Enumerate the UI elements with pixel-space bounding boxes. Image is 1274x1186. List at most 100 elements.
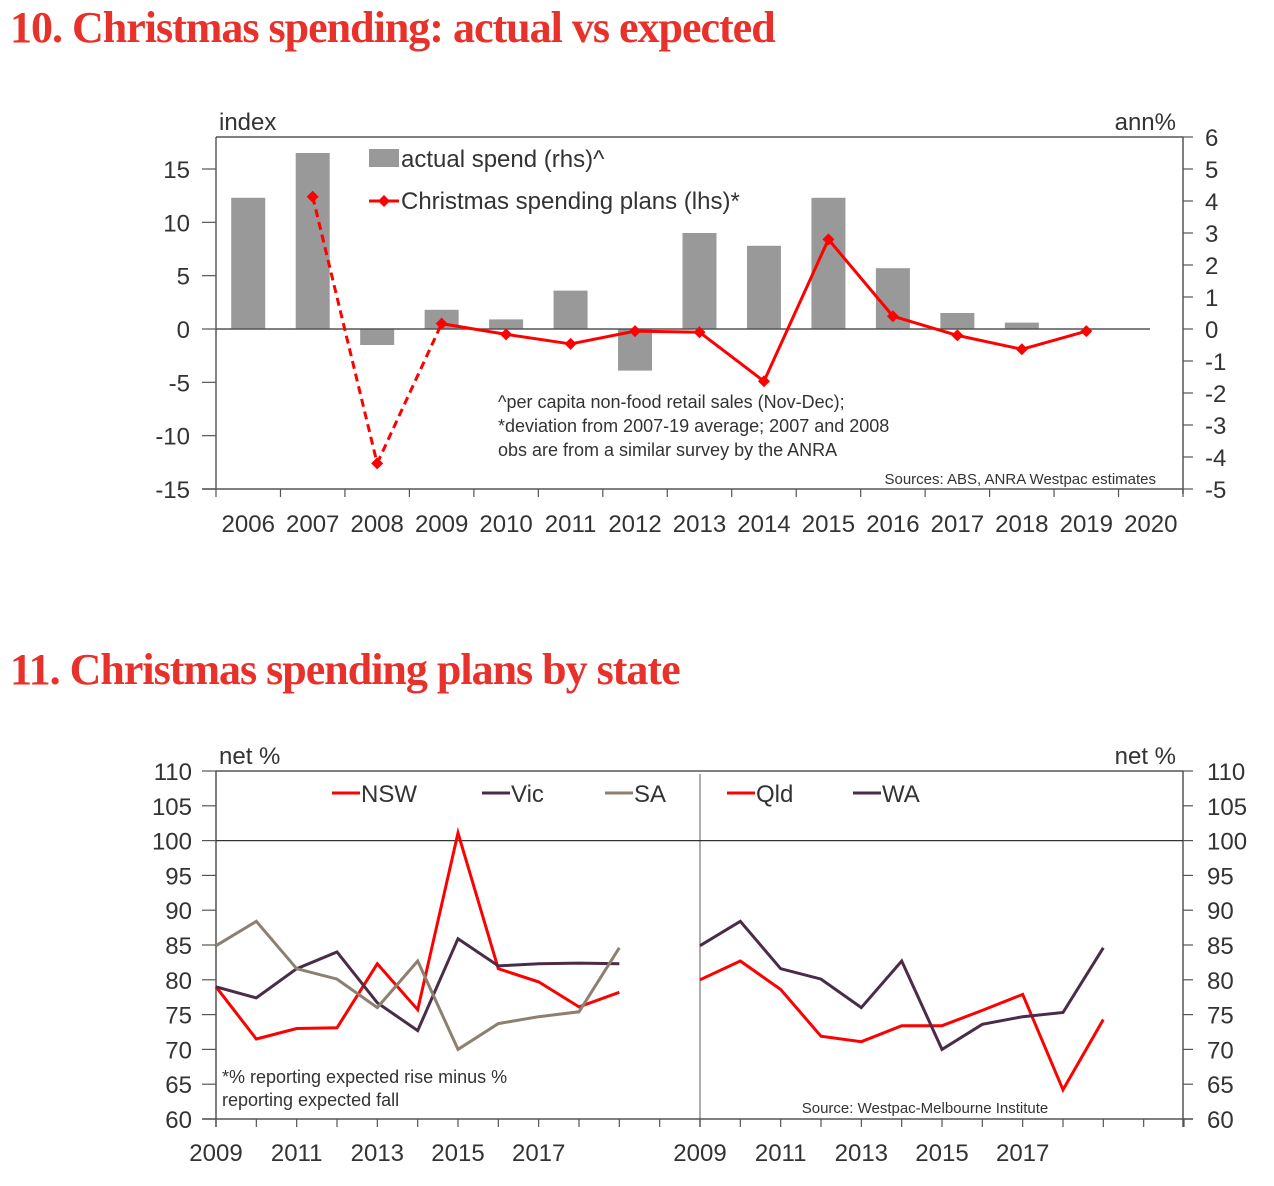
x-tick-label: 2015	[431, 1140, 484, 1167]
right-tick-label: 1	[1205, 285, 1218, 312]
right-tick-label: -3	[1205, 413, 1226, 440]
right-tick-label: 95	[1207, 863, 1234, 890]
line-marker-spending-plans	[757, 375, 770, 388]
right-tick-label: 75	[1207, 1003, 1234, 1030]
line-segment-dashed	[311, 196, 379, 464]
right-tick-label: 65	[1207, 1072, 1234, 1099]
line-segment	[827, 238, 895, 318]
line-marker-spending-plans	[886, 310, 899, 323]
legend-label-nsw: NSW	[361, 781, 417, 808]
line-segment	[505, 332, 571, 346]
x-tick-label: 2017	[512, 1140, 565, 1167]
x-tick-label: 2011	[545, 511, 597, 538]
x-tick-label: 2016	[866, 511, 919, 538]
right-tick-label: 0	[1205, 317, 1218, 344]
right-tick-label: 90	[1207, 898, 1234, 925]
x-tick-label: 2011	[271, 1140, 323, 1167]
x-tick-label: 2012	[608, 511, 661, 538]
right-tick-label: 100	[1207, 829, 1247, 856]
source-note: Sources: ABS, ANRA Westpac estimates	[884, 471, 1156, 488]
annotation-note: ^per capita non-food retail sales (Nov-D…	[498, 392, 845, 412]
chart-title-spending-actual-vs-expected: 10. Christmas spending: actual vs expect…	[10, 3, 776, 52]
line-marker-spending-plans	[564, 337, 577, 350]
series-line-nsw	[214, 826, 620, 1041]
left-tick-label: -10	[155, 424, 190, 451]
left-tick-label: -5	[169, 370, 190, 397]
line-segment	[1021, 329, 1087, 351]
line-marker-spending-plans	[306, 190, 319, 203]
bar-actual-spend	[553, 290, 588, 329]
line-marker-spending-plans	[693, 326, 706, 339]
bar-actual-spend	[360, 329, 395, 345]
x-tick-label: 2015	[915, 1140, 968, 1167]
right-tick-label: 4	[1205, 189, 1218, 216]
legend-label-wa: WA	[882, 781, 920, 808]
line-segment	[441, 322, 507, 336]
right-tick-label: -4	[1205, 445, 1226, 472]
right-tick-label: -1	[1205, 349, 1226, 376]
legend-label-qld: Qld	[756, 781, 793, 808]
line-segment	[957, 333, 1023, 351]
x-tick-label: 2018	[995, 511, 1048, 538]
left-tick-label: -15	[155, 477, 190, 504]
right-tick-label: -5	[1205, 477, 1226, 504]
line-segment	[570, 329, 636, 346]
line-marker-spending-plans	[1080, 325, 1093, 338]
left-axis-title: index	[219, 109, 276, 136]
legend-label-vic: Vic	[511, 781, 544, 808]
left-tick-label: 60	[165, 1107, 192, 1134]
left-tick-label: 85	[165, 933, 192, 960]
line-marker-spending-plans	[951, 329, 964, 342]
left-tick-label: 110	[154, 759, 192, 786]
left-axis-title: net %	[219, 743, 280, 770]
left-tick-label: 65	[165, 1072, 192, 1099]
x-tick-label: 2007	[286, 511, 339, 538]
right-tick-label: 110	[1207, 759, 1245, 786]
annotation-note: *% reporting expected rise minus %	[222, 1067, 507, 1087]
bar-actual-spend	[940, 313, 975, 329]
series-line-vic	[215, 936, 620, 1033]
bar-actual-spend	[1004, 322, 1039, 329]
series-line-qld	[699, 959, 1105, 1094]
line-marker-spending-plans	[1015, 343, 1028, 356]
right-axis-title: ann%	[1115, 109, 1176, 136]
legend-marker-spending-plans	[378, 195, 390, 207]
annotation-note: *deviation from 2007-19 average; 2007 an…	[498, 416, 889, 436]
legend-label-actual-spend: actual spend (rhs)^	[401, 146, 605, 173]
line-marker-spending-plans	[500, 328, 513, 341]
left-tick-label: 5	[177, 264, 190, 291]
bar-actual-spend	[489, 319, 524, 329]
left-tick-label: 80	[165, 968, 192, 995]
source-note: Source: Westpac-Melbourne Institute	[802, 1100, 1049, 1117]
right-tick-label: -2	[1205, 381, 1226, 408]
right-tick-label: 60	[1207, 1107, 1234, 1134]
line-segment	[698, 331, 765, 383]
x-tick-label: 2009	[673, 1140, 726, 1167]
left-tick-label: 15	[163, 157, 190, 184]
left-tick-label: 100	[152, 829, 192, 856]
left-tick-label: 95	[165, 863, 192, 890]
line-segment	[892, 314, 958, 337]
x-tick-label: 2009	[189, 1140, 242, 1167]
line-marker-spending-plans	[435, 317, 448, 330]
right-axis-title: net %	[1115, 743, 1176, 770]
right-tick-label: 105	[1207, 794, 1247, 821]
x-tick-label: 2019	[1060, 511, 1113, 538]
x-tick-label: 2017	[931, 511, 984, 538]
right-tick-label: 80	[1207, 968, 1234, 995]
x-tick-label: 2006	[222, 511, 275, 538]
left-tick-label: 70	[165, 1037, 192, 1064]
right-tick-label: 2	[1205, 253, 1218, 280]
chart-title-spending-plans-by-state: 11. Christmas spending plans by state	[10, 645, 681, 694]
x-tick-label: 2013	[673, 511, 726, 538]
x-tick-label: 2011	[755, 1140, 807, 1167]
x-tick-label: 2009	[415, 511, 468, 538]
annotation-note: reporting expected fall	[222, 1090, 399, 1110]
x-tick-label: 2010	[479, 511, 532, 538]
legend-label-sa: SA	[634, 781, 666, 808]
line-marker-spending-plans	[371, 457, 384, 470]
left-tick-label: 0	[177, 317, 190, 344]
bar-actual-spend	[231, 197, 266, 329]
